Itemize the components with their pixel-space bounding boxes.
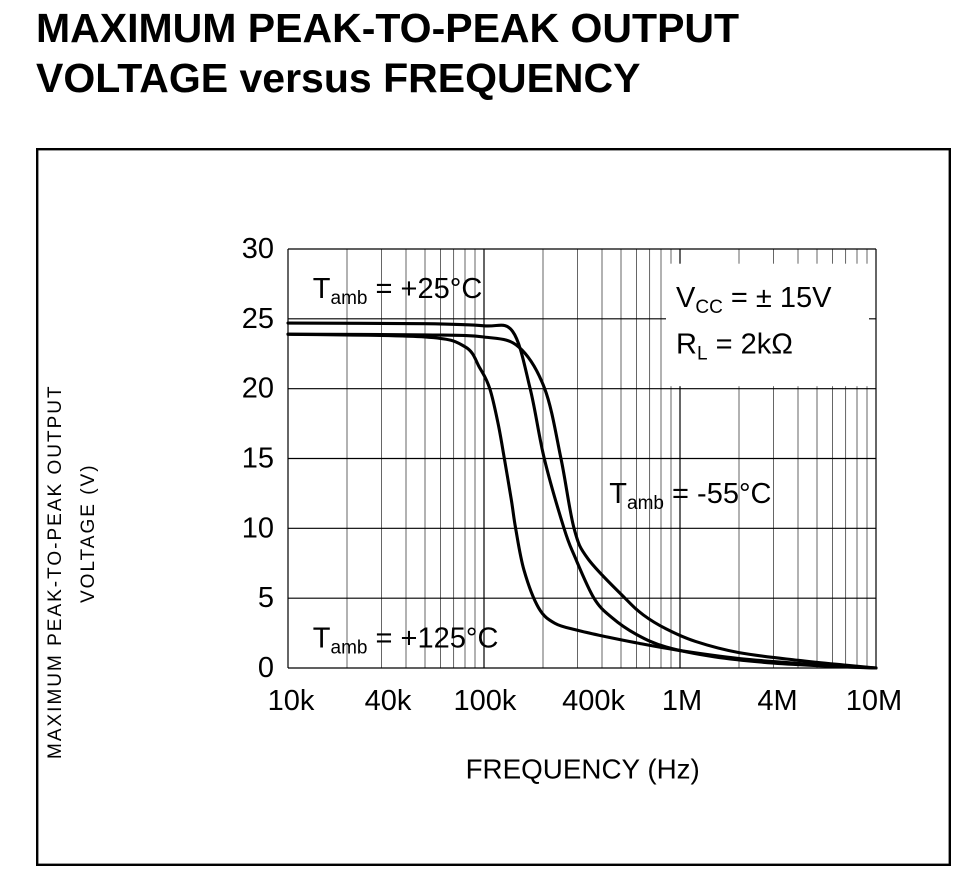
- svg-text:Tamb = +25°C: Tamb = +25°C: [313, 273, 482, 309]
- svg-text:400k: 400k: [562, 685, 625, 717]
- svg-text:10M: 10M: [846, 685, 902, 717]
- svg-text:FREQUENCY (Hz): FREQUENCY (Hz): [466, 754, 700, 785]
- svg-text:5: 5: [258, 582, 274, 614]
- svg-text:Tamb = -55°C: Tamb = -55°C: [609, 478, 771, 514]
- svg-text:20: 20: [242, 373, 274, 405]
- svg-text:4M: 4M: [757, 685, 797, 717]
- svg-text:40k: 40k: [365, 685, 412, 717]
- svg-text:10: 10: [242, 512, 274, 544]
- svg-text:1M: 1M: [662, 685, 702, 717]
- svg-text:100k: 100k: [454, 685, 517, 717]
- svg-text:Tamb = +125°C: Tamb = +125°C: [313, 623, 499, 659]
- svg-text:30: 30: [242, 233, 274, 265]
- svg-text:0: 0: [258, 652, 274, 684]
- svg-text:25: 25: [242, 303, 274, 335]
- svg-text:15: 15: [242, 443, 274, 475]
- svg-text:10k: 10k: [268, 685, 315, 717]
- svg-text:RL = 2kΩ: RL = 2kΩ: [676, 329, 793, 365]
